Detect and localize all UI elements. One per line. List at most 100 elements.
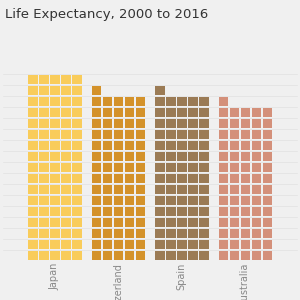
- Bar: [241, 218, 250, 227]
- Bar: [72, 184, 82, 194]
- Bar: [50, 74, 59, 84]
- Bar: [28, 107, 38, 117]
- Bar: [251, 173, 261, 183]
- Bar: [241, 239, 250, 249]
- Bar: [218, 196, 228, 205]
- Bar: [188, 250, 197, 260]
- Bar: [251, 140, 261, 150]
- Bar: [262, 152, 272, 161]
- Bar: [155, 206, 164, 216]
- Bar: [155, 218, 164, 227]
- Bar: [113, 239, 123, 249]
- Bar: [199, 206, 208, 216]
- Bar: [177, 118, 187, 128]
- Bar: [199, 97, 208, 106]
- Bar: [262, 250, 272, 260]
- Bar: [113, 130, 123, 139]
- Bar: [39, 118, 49, 128]
- Bar: [92, 184, 101, 194]
- Bar: [218, 250, 228, 260]
- Bar: [28, 140, 38, 150]
- Bar: [28, 218, 38, 227]
- Text: Life Expectancy, 2000 to 2016: Life Expectancy, 2000 to 2016: [5, 8, 208, 21]
- Bar: [251, 130, 261, 139]
- Bar: [103, 206, 112, 216]
- Bar: [92, 85, 101, 95]
- Bar: [251, 163, 261, 172]
- Bar: [28, 163, 38, 172]
- Bar: [155, 196, 164, 205]
- Bar: [124, 206, 134, 216]
- Bar: [124, 130, 134, 139]
- Bar: [72, 118, 82, 128]
- Bar: [218, 206, 228, 216]
- Bar: [39, 163, 49, 172]
- Bar: [241, 163, 250, 172]
- Bar: [136, 229, 145, 238]
- Bar: [92, 107, 101, 117]
- Bar: [103, 152, 112, 161]
- Bar: [28, 250, 38, 260]
- Bar: [188, 173, 197, 183]
- Bar: [61, 206, 70, 216]
- Bar: [92, 97, 101, 106]
- Bar: [39, 152, 49, 161]
- Bar: [61, 173, 70, 183]
- Bar: [113, 173, 123, 183]
- Bar: [113, 118, 123, 128]
- Bar: [177, 184, 187, 194]
- Bar: [155, 152, 164, 161]
- Bar: [218, 184, 228, 194]
- Bar: [124, 218, 134, 227]
- Bar: [113, 152, 123, 161]
- Bar: [166, 130, 175, 139]
- Bar: [166, 218, 175, 227]
- Bar: [199, 196, 208, 205]
- Bar: [50, 184, 59, 194]
- Bar: [72, 74, 82, 84]
- Bar: [113, 206, 123, 216]
- Bar: [103, 239, 112, 249]
- Bar: [262, 130, 272, 139]
- Bar: [72, 97, 82, 106]
- Bar: [199, 184, 208, 194]
- Bar: [218, 218, 228, 227]
- Bar: [230, 118, 239, 128]
- Bar: [199, 239, 208, 249]
- Bar: [218, 163, 228, 172]
- Bar: [166, 107, 175, 117]
- Bar: [92, 250, 101, 260]
- Bar: [136, 196, 145, 205]
- Bar: [251, 196, 261, 205]
- Bar: [251, 229, 261, 238]
- Bar: [177, 152, 187, 161]
- Bar: [50, 85, 59, 95]
- Bar: [39, 239, 49, 249]
- Bar: [124, 97, 134, 106]
- Bar: [166, 184, 175, 194]
- Bar: [113, 250, 123, 260]
- Bar: [103, 163, 112, 172]
- Bar: [241, 173, 250, 183]
- Bar: [251, 184, 261, 194]
- Bar: [262, 184, 272, 194]
- Bar: [72, 173, 82, 183]
- Bar: [124, 229, 134, 238]
- Bar: [28, 173, 38, 183]
- Bar: [155, 173, 164, 183]
- Bar: [155, 130, 164, 139]
- Bar: [39, 74, 49, 84]
- Bar: [124, 152, 134, 161]
- Bar: [166, 229, 175, 238]
- Bar: [92, 118, 101, 128]
- Bar: [166, 152, 175, 161]
- Bar: [28, 118, 38, 128]
- Bar: [155, 107, 164, 117]
- Bar: [50, 218, 59, 227]
- Bar: [241, 206, 250, 216]
- Bar: [92, 239, 101, 249]
- Text: Japan: Japan: [50, 263, 60, 290]
- Bar: [230, 173, 239, 183]
- Bar: [39, 206, 49, 216]
- Bar: [39, 107, 49, 117]
